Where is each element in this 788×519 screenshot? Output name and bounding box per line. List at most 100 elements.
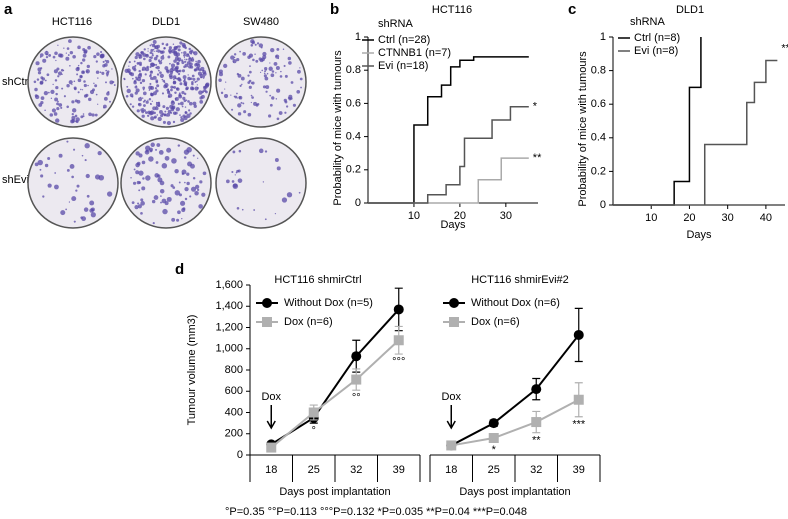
colony <box>180 118 185 123</box>
colony <box>189 101 193 106</box>
colony <box>148 98 152 101</box>
significance: °° <box>352 392 361 404</box>
colony <box>188 109 191 112</box>
colony <box>276 47 280 51</box>
colony <box>177 72 181 76</box>
colony <box>190 77 193 80</box>
colony <box>137 73 142 79</box>
panel-title: DLD1 <box>676 4 704 16</box>
colony <box>131 201 135 205</box>
colony <box>174 168 179 174</box>
colony <box>273 62 278 66</box>
colony <box>157 177 163 183</box>
legend-label: Evi (n=8) <box>634 45 678 57</box>
x-tick-label: 39 <box>393 464 405 476</box>
colony <box>198 90 203 95</box>
colony <box>95 70 100 74</box>
colony <box>57 100 59 103</box>
colony <box>55 92 58 96</box>
y-tick-label: 0.4 <box>591 132 606 144</box>
colony <box>277 57 280 60</box>
colony <box>149 65 152 69</box>
colony <box>199 180 203 184</box>
colony <box>49 113 54 117</box>
colony <box>265 90 268 93</box>
colony <box>151 43 156 48</box>
colony <box>72 108 77 113</box>
colony <box>141 110 145 114</box>
row-label: shCtrl <box>2 76 31 88</box>
colony <box>186 172 190 176</box>
colony <box>251 96 254 99</box>
colony <box>134 55 138 60</box>
colony <box>53 69 58 74</box>
colony <box>200 66 205 71</box>
colony <box>66 105 69 109</box>
colony <box>50 97 53 100</box>
data-point <box>573 329 584 340</box>
colony <box>183 51 187 55</box>
colony <box>52 55 56 59</box>
colony <box>220 91 224 95</box>
row-label: shEvi <box>2 174 29 186</box>
significance: ° <box>312 425 316 437</box>
colony <box>248 70 252 74</box>
x-axis-label: Days <box>686 229 712 241</box>
colony <box>76 73 79 76</box>
colony <box>178 94 183 99</box>
colony <box>164 201 169 206</box>
colony <box>255 59 259 63</box>
colony <box>71 175 74 179</box>
data-point <box>573 394 584 405</box>
colony <box>109 100 111 103</box>
colony <box>179 114 181 116</box>
colony <box>150 92 154 97</box>
colony <box>70 119 75 124</box>
colony <box>157 174 161 178</box>
colony <box>282 48 285 51</box>
colony <box>80 88 82 91</box>
colony <box>237 103 242 108</box>
colony <box>166 69 170 74</box>
y-axis-label: Probability of mice with tumours <box>332 50 344 206</box>
colony <box>89 200 95 206</box>
colony <box>175 87 179 90</box>
colony <box>156 143 161 147</box>
colony <box>126 88 131 94</box>
colony <box>269 62 271 64</box>
colony <box>172 81 177 85</box>
colony <box>231 108 234 111</box>
colony <box>162 79 166 83</box>
colony <box>174 97 177 100</box>
colony <box>142 88 145 91</box>
series-line <box>451 398 580 447</box>
colony <box>54 51 58 55</box>
colony <box>152 40 157 44</box>
colony <box>128 61 131 64</box>
colony <box>158 150 164 155</box>
y-axis-label: Probability of mice with tumours <box>577 51 589 207</box>
colony <box>157 69 160 72</box>
data-point <box>393 304 404 315</box>
colony <box>42 58 47 63</box>
y-tick-label: 0 <box>355 197 361 209</box>
colony <box>156 84 160 88</box>
x-tick-label: 32 <box>530 464 542 476</box>
colony <box>184 58 186 60</box>
colony <box>51 108 56 113</box>
colony <box>264 218 267 221</box>
legend-marker <box>449 298 459 308</box>
y-tick-label: 1,400 <box>215 300 243 312</box>
colony <box>181 69 186 73</box>
y-tick-label: 1 <box>355 31 361 43</box>
colony <box>34 94 38 98</box>
colony <box>196 64 201 68</box>
colony <box>83 207 89 212</box>
colony <box>239 50 241 53</box>
legend-title: shRNA <box>630 16 666 28</box>
x-axis-label: Days post implantation <box>279 486 390 498</box>
colony <box>167 90 170 93</box>
colony <box>150 142 155 147</box>
colony <box>286 192 293 198</box>
colony <box>170 100 175 106</box>
